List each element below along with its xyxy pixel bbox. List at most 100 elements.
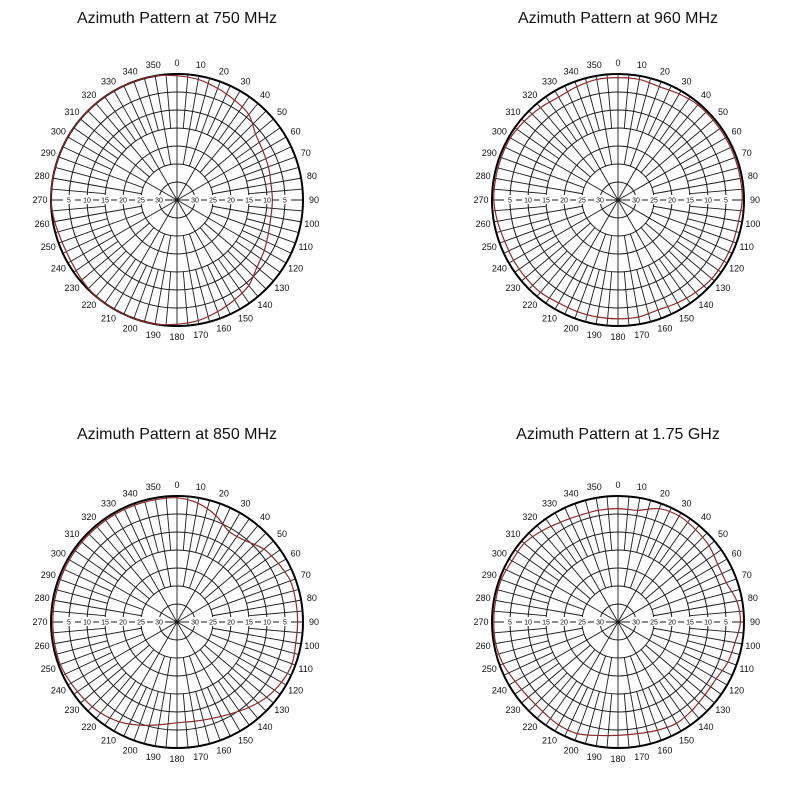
radial-gridline xyxy=(496,588,549,604)
radial-gridline xyxy=(503,230,553,254)
radial-gridline xyxy=(188,233,221,319)
radial-gridline xyxy=(51,205,106,212)
radial-gridline xyxy=(182,75,200,165)
ring-label: 5 xyxy=(508,620,512,627)
radial-gridline xyxy=(113,90,178,201)
radial-gridline xyxy=(165,496,172,551)
radial-gridline xyxy=(182,271,189,326)
radial-gridline xyxy=(508,558,619,623)
ring-label: 5 xyxy=(67,620,71,627)
angle-tick-label: 80 xyxy=(748,593,758,603)
radial-gridline xyxy=(73,549,119,582)
radial-gridline xyxy=(653,177,743,195)
angle-tick-label: 330 xyxy=(101,76,116,86)
angle-tick-label: 10 xyxy=(196,60,206,70)
angle-tick-label: 280 xyxy=(476,171,491,181)
ring-label-bg xyxy=(630,195,642,204)
radial-gridline xyxy=(204,222,274,282)
radial-gridline xyxy=(496,218,549,234)
angle-tick-label: 230 xyxy=(506,705,521,715)
radial-gridline xyxy=(668,250,708,290)
radial-gridline xyxy=(668,672,708,712)
radial-gridline xyxy=(204,644,274,704)
radial-gridline xyxy=(154,235,172,325)
ring-label-bg xyxy=(522,617,534,626)
ring-label: 30 xyxy=(155,620,163,627)
chart-panel-960mhz: Azimuth Pattern at 960 MHz 5 5 10 10 15 15 20 2… xyxy=(448,0,785,392)
radial-gridline xyxy=(651,211,737,244)
angle-tick-label: 20 xyxy=(660,66,670,76)
angle-tick-label: 60 xyxy=(732,127,742,137)
radial-gridline xyxy=(595,657,613,747)
radial-gridline xyxy=(113,199,178,310)
radial-gridline xyxy=(235,549,281,582)
angle-tick-label: 50 xyxy=(277,107,287,117)
radial-gridline xyxy=(493,599,583,617)
angle-tick-label: 260 xyxy=(476,219,491,229)
radial-gridline xyxy=(645,644,715,704)
radial-gridline xyxy=(133,81,166,167)
ring-label-bg xyxy=(558,617,570,626)
angle-tick-label: 320 xyxy=(81,90,96,100)
radial-gridline xyxy=(133,503,166,589)
angle-tick-label: 30 xyxy=(240,498,250,508)
angle-tick-label: 170 xyxy=(634,752,649,762)
angle-tick-label: 0 xyxy=(174,58,179,68)
radial-gridline xyxy=(95,649,155,719)
angle-tick-label: 230 xyxy=(65,283,80,293)
radial-gridline xyxy=(182,235,200,325)
angle-tick-label: 50 xyxy=(718,529,728,539)
radial-gridline xyxy=(67,558,178,623)
ring-label-bg xyxy=(135,617,147,626)
radial-gridline xyxy=(536,227,596,297)
radial-gridline xyxy=(188,655,221,741)
ring-label-bg xyxy=(63,195,75,204)
radial-gridline xyxy=(227,672,267,712)
angle-tick-label: 350 xyxy=(587,60,602,70)
radial-gridline xyxy=(52,599,142,617)
angle-tick-label: 30 xyxy=(240,76,250,86)
ring-label: 10 xyxy=(524,198,532,205)
angle-tick-label: 320 xyxy=(522,90,537,100)
angle-tick-label: 50 xyxy=(277,529,287,539)
radial-gridline xyxy=(676,127,722,160)
radial-gridline xyxy=(104,258,137,304)
radial-gridline xyxy=(528,250,568,290)
radial-gridline xyxy=(636,500,652,553)
ring-label: 25 xyxy=(137,198,145,205)
angle-tick-label: 40 xyxy=(701,90,711,100)
radial-gridline xyxy=(176,90,241,201)
angle-tick-label: 170 xyxy=(634,330,649,340)
radial-gridline xyxy=(503,146,553,170)
ring-label: 15 xyxy=(245,620,253,627)
ring-label-bg xyxy=(81,195,93,204)
angle-tick-label: 350 xyxy=(146,60,161,70)
angle-tick-label: 140 xyxy=(258,300,273,310)
radial-gridline xyxy=(210,156,296,189)
radial-gridline xyxy=(617,512,682,623)
radial-gridline xyxy=(687,588,740,604)
radial-gridline xyxy=(499,578,585,611)
radial-gridline xyxy=(606,74,613,129)
angle-tick-label: 140 xyxy=(699,722,714,732)
radial-gridline xyxy=(683,230,733,254)
radial-gridline xyxy=(521,540,591,600)
radial-gridline xyxy=(636,269,652,322)
angle-tick-label: 250 xyxy=(482,242,497,252)
angle-tick-label: 350 xyxy=(587,482,602,492)
ring-label-bg xyxy=(684,617,696,626)
ring-label-bg xyxy=(261,617,273,626)
radial-gridline xyxy=(210,633,296,666)
radial-gridline xyxy=(67,136,178,201)
radial-gridline xyxy=(55,166,108,182)
radial-gridline xyxy=(623,271,630,326)
radial-gridline xyxy=(617,199,682,310)
radial-gridline xyxy=(683,568,733,592)
radial-gridline xyxy=(62,568,112,592)
radial-gridline xyxy=(182,74,189,129)
radial-gridline xyxy=(554,621,619,732)
radial-gridline xyxy=(595,235,613,325)
angle-tick-label: 210 xyxy=(101,736,116,746)
angle-tick-label: 180 xyxy=(610,754,625,764)
